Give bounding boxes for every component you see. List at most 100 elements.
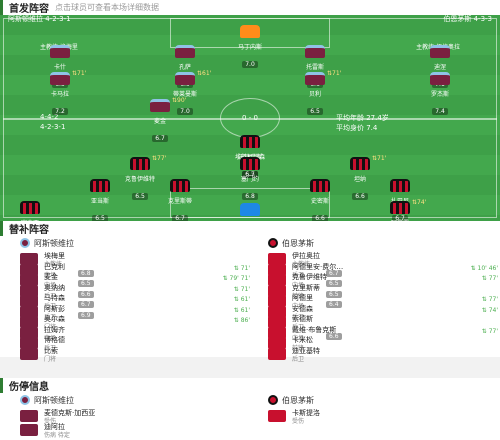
list-item[interactable]: 奥尔森 门将 ⇅ 86' bbox=[20, 314, 250, 331]
sub-event-icon: ⇅ 61' bbox=[233, 296, 250, 303]
player-position: 主教练 bbox=[292, 261, 311, 268]
player-rating: 6.5 bbox=[326, 290, 342, 298]
list-item[interactable]: 卡斯提洛 受伤 bbox=[268, 408, 498, 425]
list-item[interactable]: 卡米松 前锋 bbox=[268, 335, 498, 352]
player-name: 卡斯提洛 bbox=[292, 409, 320, 417]
away-subs-team: 伯恩茅斯 bbox=[268, 236, 314, 250]
player-position: 中场 bbox=[292, 334, 305, 342]
avatar bbox=[268, 253, 286, 265]
list-item[interactable]: 奥纳纳 后卫 6.6 ⇅ 71' bbox=[20, 283, 250, 300]
sub-event-icon: ⇅71' bbox=[327, 70, 342, 77]
list-item[interactable]: 阿德里安·费尔… 后卫 6.7 ⇅ 10' 46' bbox=[268, 262, 498, 279]
player-position: 后卫 bbox=[292, 324, 305, 331]
player-rating: 6.5 bbox=[242, 171, 258, 178]
player-name: 奥纳纳 bbox=[44, 283, 65, 292]
list-item[interactable]: 麦金 中场 6.5 ⇅ 79' 71' bbox=[20, 272, 250, 289]
player-position: 中场 bbox=[44, 334, 57, 342]
home-player[interactable]: 卡马拉 7.2 ⇅71' bbox=[28, 70, 92, 117]
list-item[interactable]: 比索 门将 bbox=[20, 346, 250, 363]
list-item[interactable]: 迪阿拉 伤病 待定 bbox=[20, 422, 250, 439]
player-name: 贝利 bbox=[308, 91, 321, 98]
player-rating: 6.6 bbox=[78, 290, 94, 298]
player-name: 拉姆齐 bbox=[44, 325, 65, 334]
list-item[interactable]: 伊拉奥拉 主教练 bbox=[268, 251, 498, 268]
list-item[interactable]: 安德森 后卫 ⇅ 74' bbox=[268, 304, 498, 321]
player-position: 前锋 bbox=[292, 292, 305, 300]
player-position: 中场 bbox=[292, 303, 305, 310]
player-name: 麦金 bbox=[44, 273, 58, 281]
jersey-icon bbox=[170, 179, 190, 192]
home-player[interactable]: 马丁内斯 7.0 bbox=[218, 23, 282, 70]
list-item[interactable]: 麦德克斯·加西亚 受伤 bbox=[20, 408, 250, 425]
away-player[interactable]: 塞门约 6.8 bbox=[218, 155, 282, 202]
player-name: 伊拉奥拉 bbox=[292, 252, 320, 260]
list-item[interactable]: 迪亚基特 后卫 bbox=[268, 346, 498, 363]
away-player[interactable]: 阿劳霍6.4⇅74' bbox=[368, 199, 432, 221]
lineup-title: 首发阵容 bbox=[9, 4, 49, 15]
home-player[interactable]: 贝利 6.5 ⇅71' bbox=[283, 70, 347, 117]
away-player[interactable]: 纳瓦斯6.6 bbox=[218, 201, 282, 221]
home-injury-team-name: 阿斯顿维拉 bbox=[34, 395, 74, 405]
player-position: 后卫 bbox=[44, 303, 57, 310]
away-player[interactable]: 坦纳 6.6 ⇅71' bbox=[328, 155, 392, 202]
player-position: 门将 bbox=[44, 324, 57, 331]
list-item[interactable]: 埃梅里 主教练 bbox=[20, 251, 250, 268]
avatar bbox=[268, 326, 286, 339]
player-name: 博格德 bbox=[44, 336, 65, 344]
sub-event-icon: ⇅ 77' bbox=[481, 327, 498, 335]
home-club-icon bbox=[20, 395, 30, 405]
player-rating: 6.6 bbox=[312, 215, 328, 221]
player-name: 阿德里 bbox=[292, 294, 313, 302]
player-rating: 6.9 bbox=[78, 311, 94, 319]
pitch: 阿斯顿维拉 4-2-3-1 伯恩茅斯 4-3-3 4-4-2 4-2-3-1 平… bbox=[0, 15, 500, 221]
list-item[interactable]: 马特森 后卫 6.7 ⇅ 61' bbox=[20, 293, 250, 310]
player-rating: 7.2 bbox=[52, 108, 68, 115]
player-name: 麦德克斯·加西亚 bbox=[44, 409, 96, 417]
away-player[interactable]: 史密斯 6.6 bbox=[288, 177, 352, 221]
player-name: 克里斯蒂 bbox=[167, 198, 192, 205]
jersey-icon bbox=[50, 72, 70, 85]
left-note-2: 4-2-3-1 bbox=[40, 123, 66, 131]
injury-header: 伤停信息 bbox=[0, 378, 500, 393]
player-name: 克鲁伊维特 bbox=[292, 273, 327, 281]
jersey-icon bbox=[90, 179, 110, 192]
list-item[interactable]: 巴克利 中场 6.8 ⇅ 71' bbox=[20, 262, 250, 279]
jersey-icon bbox=[305, 72, 325, 85]
avatar bbox=[20, 295, 38, 307]
sub-event-icon: ⇅ 71' bbox=[233, 285, 250, 293]
lineup-subtitle: 点击球员可查看本场详细数据 bbox=[55, 3, 159, 12]
player-name: 卡米松 bbox=[292, 336, 313, 344]
player-rating: 6.8 bbox=[242, 193, 258, 200]
avatar bbox=[268, 284, 286, 297]
player-rating: 6.4 bbox=[326, 301, 342, 308]
right-note-2: 平均身价 7.4 bbox=[336, 124, 378, 132]
avatar bbox=[268, 347, 286, 360]
list-item[interactable]: 博格德 后卫 bbox=[20, 335, 250, 352]
away-subs-team-name: 伯恩茅斯 bbox=[282, 238, 314, 248]
list-item[interactable]: 克里斯蒂 前锋 6.5 bbox=[268, 283, 498, 300]
player-name: 蒂莱曼斯 bbox=[172, 91, 197, 98]
list-item[interactable]: 戴维·布鲁克斯 中场 6.6 ⇅ 77' bbox=[268, 325, 498, 342]
player-name: 巴克利 bbox=[44, 262, 65, 271]
player-rating: 6.5 bbox=[307, 108, 323, 115]
player-position: 前锋 bbox=[292, 345, 305, 352]
list-item[interactable]: 索德斯 后卫 bbox=[268, 314, 498, 331]
away-player[interactable]: 亚当斯 6.5 bbox=[68, 177, 132, 221]
player-name: 卡什 bbox=[53, 64, 66, 71]
away-player[interactable]: 克里斯蒂 6.7 bbox=[148, 177, 212, 221]
home-player[interactable]: 蒂莱曼斯 7.0 ⇅61' bbox=[153, 70, 217, 117]
away-player[interactable]: 塞内西6.8 bbox=[0, 199, 62, 221]
home-player[interactable]: 麦金 6.7 ⇅90' bbox=[128, 97, 192, 144]
home-player[interactable]: 罗杰斯 7.4 bbox=[408, 70, 472, 117]
away-player[interactable]: 克鲁伊维特 6.5 ⇅77' bbox=[108, 155, 172, 202]
jersey-icon bbox=[240, 203, 260, 216]
player-name: 阿劳霍 bbox=[368, 218, 432, 221]
player-rating: 6.6 bbox=[352, 193, 368, 200]
list-item[interactable]: 阿德里 中场 6.4 ⇅ 77' bbox=[268, 293, 498, 310]
list-item[interactable]: 拉姆齐 中场 bbox=[20, 325, 250, 342]
list-item[interactable]: 克鲁伊维特 中场 6.5 ⇅ 77' bbox=[268, 272, 498, 289]
jersey-icon bbox=[350, 157, 370, 170]
player-rating: 6.7 bbox=[152, 135, 168, 142]
list-item[interactable]: 阿斯彭 后卫 6.9 ⇅ 61' bbox=[20, 304, 250, 321]
sub-event-icon: ⇅ 71' bbox=[233, 264, 250, 272]
